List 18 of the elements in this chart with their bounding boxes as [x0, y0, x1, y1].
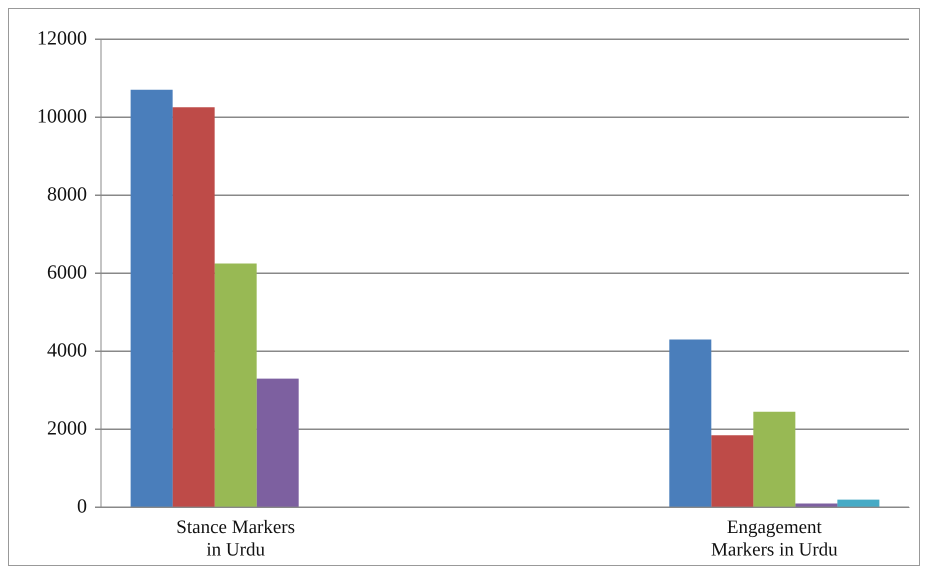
y-tick-label: 10000 [37, 105, 87, 128]
bar [172, 107, 215, 507]
bar [669, 340, 712, 507]
x-tick-label: Stance Markers in Urdu [176, 516, 296, 561]
bar [795, 503, 838, 507]
y-tick-label: 2000 [47, 418, 87, 440]
bar [711, 435, 754, 507]
bar [753, 412, 796, 507]
y-tick-label: 6000 [47, 261, 87, 284]
y-tick-label: 0 [77, 496, 87, 518]
bar [130, 90, 173, 507]
y-tick-label: 12000 [37, 27, 87, 50]
bar [214, 263, 257, 507]
y-tick-label: 8000 [47, 183, 87, 206]
y-tick-label: 4000 [47, 340, 87, 362]
bar [256, 378, 299, 507]
bar [837, 500, 880, 507]
x-tick-label: Engagement Markers in Urdu [711, 516, 838, 561]
